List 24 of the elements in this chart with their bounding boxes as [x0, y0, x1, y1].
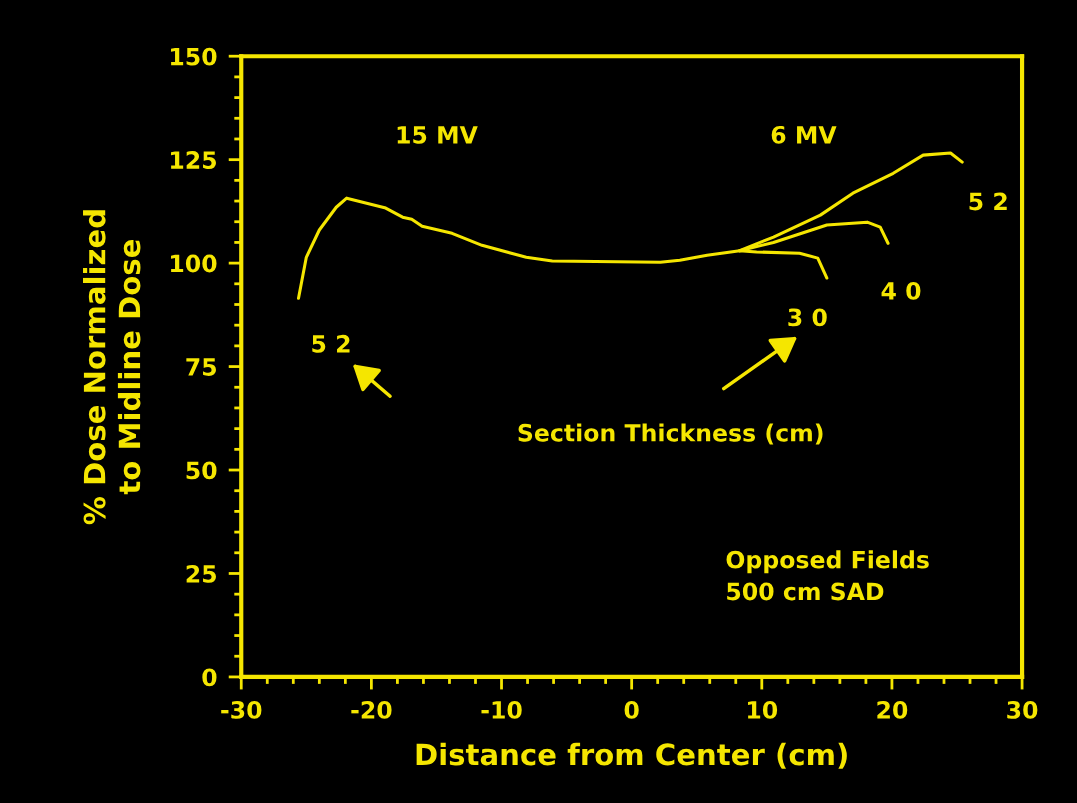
- y-tick-label: 50: [186, 461, 217, 480]
- annotation: 6 MV: [771, 125, 837, 144]
- y-tick-label: 0: [202, 668, 217, 687]
- annotation: 5 2: [969, 192, 1007, 211]
- annotation: Opposed Fields 500 cm SAD: [726, 550, 929, 601]
- y-tick-label: 125: [171, 151, 216, 169]
- annotation: Section Thickness (cm): [518, 423, 823, 445]
- annotation: 15 MV: [397, 126, 478, 144]
- x-tick-label: 30: [1007, 700, 1038, 719]
- y-tick-label: 100: [171, 254, 217, 273]
- annotation: 3 0: [788, 308, 827, 327]
- x-tick-label: 10: [748, 700, 778, 719]
- y-tick-label: 150: [171, 47, 217, 66]
- x-axis-title: Distance from Center (cm): [416, 742, 847, 769]
- x-tick-label: 0: [624, 700, 639, 719]
- y-tick-label: 75: [186, 358, 216, 376]
- annotation: 5 2: [312, 334, 350, 353]
- x-tick-label: -10: [481, 700, 522, 719]
- annotation: 4 0: [881, 281, 921, 300]
- y-axis-title: % Dose Normalized to Midline Dose: [83, 210, 141, 525]
- x-tick-label: 20: [877, 700, 908, 719]
- x-tick-label: -30: [221, 700, 262, 719]
- x-tick-label: -20: [351, 700, 392, 719]
- y-tick-label: 25: [186, 564, 216, 583]
